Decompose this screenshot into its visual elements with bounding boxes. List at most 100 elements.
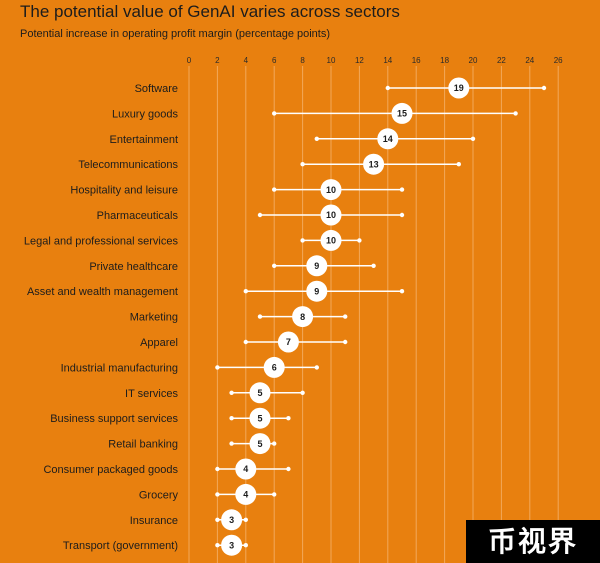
x-tick-label: 4 (244, 56, 249, 65)
range-low-point (243, 339, 248, 345)
x-tick-label: 24 (525, 56, 534, 65)
category-label: Private healthcare (89, 261, 178, 273)
range-low-point (257, 212, 263, 218)
category-label: Transport (government) (63, 540, 178, 552)
value-label: 9 (314, 286, 319, 296)
value-point (263, 356, 285, 378)
range-high-point (456, 162, 461, 167)
x-tick-label: 2 (215, 56, 220, 65)
range-high-point (399, 187, 405, 192)
value-point (320, 179, 342, 201)
category-label: IT services (125, 388, 178, 400)
category-label: Marketing (130, 312, 178, 324)
x-tick-label: 6 (272, 56, 277, 65)
range-high-point (343, 314, 348, 319)
category-label: Industrial manufacturing (61, 362, 178, 374)
range-high-point (314, 365, 319, 370)
value-point (221, 534, 243, 556)
value-label: 5 (257, 413, 262, 423)
value-label: 19 (454, 83, 464, 93)
range-low-point (243, 289, 248, 294)
range-high-point (286, 466, 291, 472)
range-low-point (300, 238, 305, 243)
range-low-point (215, 365, 220, 370)
x-tick-label: 10 (327, 56, 336, 65)
x-tick-label: 18 (440, 56, 449, 65)
value-point (221, 509, 243, 531)
range-low-point (215, 543, 220, 548)
category-label: Hospitality and leisure (70, 185, 178, 197)
value-label: 14 (383, 134, 393, 144)
x-tick-label: 20 (469, 56, 478, 65)
value-label: 4 (243, 464, 248, 474)
value-point (249, 433, 271, 455)
category-label: Software (135, 83, 178, 95)
range-low-point (215, 466, 220, 472)
range-high-point (272, 441, 277, 446)
category-label: Telecommunications (78, 159, 178, 171)
range-high-point (470, 136, 476, 141)
value-label: 8 (300, 312, 305, 322)
value-point (391, 102, 413, 124)
category-label: Legal and professional services (24, 235, 179, 247)
range-high-point (399, 289, 405, 294)
value-point (292, 306, 314, 328)
x-tick-label: 16 (412, 56, 421, 65)
category-label: Retail banking (108, 439, 178, 451)
value-label: 3 (229, 515, 234, 525)
value-label: 13 (369, 159, 379, 169)
range-high-point (513, 111, 518, 116)
category-label: Business support services (50, 413, 178, 425)
range-high-point (541, 85, 547, 91)
range-low-point (272, 111, 277, 116)
x-tick-label: 26 (554, 56, 563, 65)
range-high-point (399, 212, 405, 218)
value-label: 5 (257, 439, 262, 449)
value-label: 10 (326, 210, 336, 220)
range-low-point (257, 314, 263, 319)
value-point (306, 280, 328, 302)
x-tick-label: 0 (187, 56, 192, 65)
category-label: Asset and wealth management (27, 286, 178, 298)
chart-title: The potential value of GenAI varies acro… (20, 2, 400, 21)
category-label: Apparel (140, 337, 178, 349)
value-label: 15 (397, 109, 407, 119)
range-low-point (229, 416, 234, 421)
range-high-point (286, 416, 291, 421)
value-label: 3 (229, 540, 234, 550)
value-label: 10 (326, 236, 336, 246)
category-label: Grocery (139, 489, 179, 501)
range-high-point (343, 339, 348, 345)
category-label: Consumer packaged goods (43, 464, 178, 476)
value-label: 6 (272, 363, 277, 373)
value-label: 9 (314, 261, 319, 271)
value-point (363, 153, 385, 175)
chart-subtitle: Potential increase in operating profit m… (20, 28, 331, 40)
range-low-point (300, 162, 305, 167)
range-low-point (215, 517, 220, 522)
range-low-point (272, 187, 277, 192)
value-point (320, 229, 342, 251)
range-low-point (229, 441, 234, 446)
range-low-point (229, 390, 234, 395)
value-point (306, 255, 328, 277)
range-low-point (272, 263, 277, 268)
category-label: Entertainment (110, 134, 178, 146)
range-high-point (243, 517, 248, 522)
range-high-point (357, 238, 362, 243)
range-low-point (385, 85, 390, 91)
category-label: Insurance (130, 515, 178, 527)
range-high-point (300, 390, 305, 395)
value-label: 7 (286, 337, 291, 347)
value-point (277, 331, 299, 353)
value-label: 10 (326, 185, 336, 195)
x-tick-label: 14 (383, 56, 392, 65)
value-point (448, 77, 470, 99)
value-point (235, 458, 257, 480)
value-label: 4 (243, 490, 248, 500)
range-low-point (215, 492, 220, 497)
x-tick-label: 12 (355, 56, 364, 65)
value-label: 5 (257, 388, 262, 398)
range-high-point (272, 492, 277, 497)
